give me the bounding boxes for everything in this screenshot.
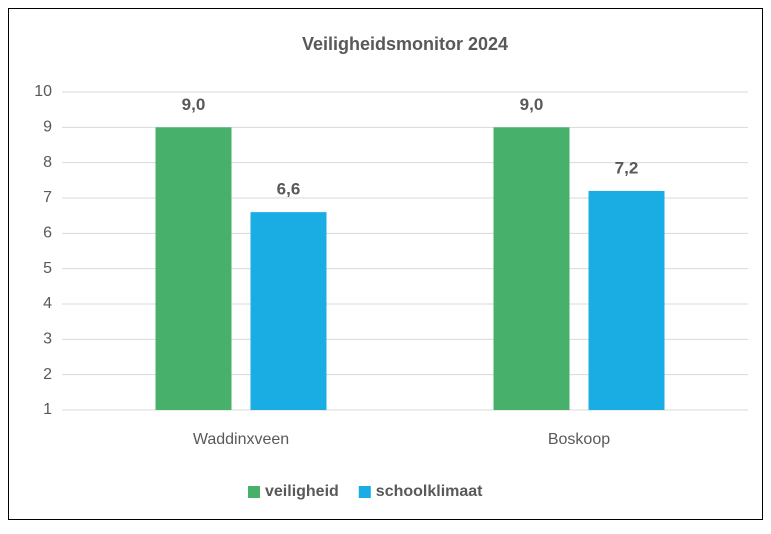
x-tick-label: Boskoop [548, 431, 610, 448]
y-tick-label: 1 [43, 401, 52, 418]
bar [493, 127, 570, 410]
y-tick-label: 9 [43, 119, 52, 136]
y-tick-label: 7 [43, 189, 52, 206]
bar [250, 212, 327, 410]
bar [588, 190, 665, 410]
legend-label: schoolklimaat [376, 483, 483, 500]
data-label: 9,0 [520, 95, 544, 114]
y-tick-label: 10 [34, 83, 52, 100]
bar [155, 127, 232, 410]
y-tick-label: 4 [43, 295, 52, 312]
data-label: 7,2 [615, 158, 639, 177]
data-label: 9,0 [182, 95, 206, 114]
y-tick-label: 8 [43, 154, 52, 171]
y-tick-label: 2 [43, 366, 52, 383]
data-label: 6,6 [277, 180, 301, 199]
legend-label: veiligheid [265, 483, 339, 500]
legend-swatch [358, 486, 371, 498]
x-tick-label: Waddinxveen [193, 431, 289, 448]
y-tick-label: 6 [43, 225, 52, 242]
y-tick-label: 5 [43, 260, 52, 277]
y-tick-label: 3 [43, 331, 52, 348]
chart-title: Veiligheidsmonitor 2024 [302, 34, 508, 54]
legend-swatch [248, 486, 260, 498]
